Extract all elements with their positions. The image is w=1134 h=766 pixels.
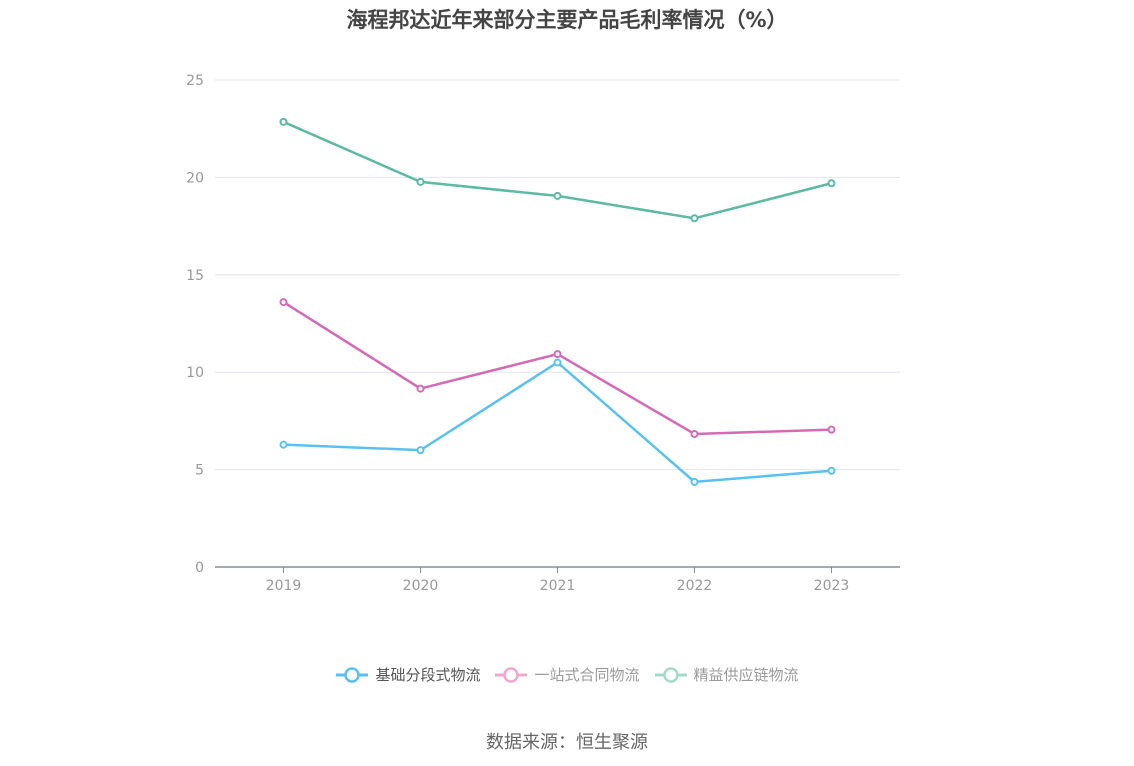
x-tick-label: 2023 [814,578,850,594]
data-point [279,440,288,449]
y-tick-label: 10 [186,365,204,381]
series-1 [279,298,836,438]
x-tick-label: 2022 [677,578,713,594]
source-note: 数据来源：恒生聚源 [486,732,648,753]
series-line [282,301,832,436]
y-tick-label: 15 [186,268,204,284]
legend-item-1[interactable]: 一站式合同物流 [494,664,640,685]
legend-line-marker-icon [336,666,369,683]
y-tick-label: 0 [195,560,204,576]
grid-lines [215,79,900,471]
data-point [553,191,562,200]
data-point [553,350,562,359]
x-tick-label: 2020 [403,578,439,594]
x-tick-label: 2019 [266,578,302,594]
series-group [279,117,836,486]
legend-line-marker-icon [654,666,687,683]
x-axis: 2019 2020 2021 2022 2023 [215,566,900,594]
series-0 [279,358,836,486]
data-point [416,177,425,186]
data-point [690,429,699,438]
data-point [827,179,836,188]
legend-item-0[interactable]: 基础分段式物流 [335,664,480,685]
data-point [279,117,288,126]
data-point [416,446,425,455]
chart-title: 海程邦达近年来部分主要产品毛利率情况（%） [346,8,788,32]
legend-line-marker-icon [495,666,528,683]
data-point [279,298,288,307]
legend-item-2[interactable]: 精益供应链物流 [654,664,799,685]
y-axis: 0 5 10 15 20 25 [186,73,204,576]
series-2 [279,117,836,223]
data-point [827,466,836,475]
legend-label: 精益供应链物流 [693,666,799,684]
data-point [416,384,425,393]
y-tick-label: 5 [195,463,204,479]
x-tick-label: 2021 [540,578,576,594]
legend-label: 一站式合同物流 [534,666,640,684]
legend-label: 基础分段式物流 [375,666,481,684]
legend: 基础分段式物流 一站式合同物流 精益供应链物流 [0,664,1134,685]
data-point [690,214,699,223]
data-point [553,358,562,367]
series-line [283,361,832,484]
y-tick-label: 20 [186,170,204,186]
data-point [690,477,699,486]
y-tick-label: 25 [186,73,204,89]
data-point [827,425,836,434]
series-line [282,120,832,220]
